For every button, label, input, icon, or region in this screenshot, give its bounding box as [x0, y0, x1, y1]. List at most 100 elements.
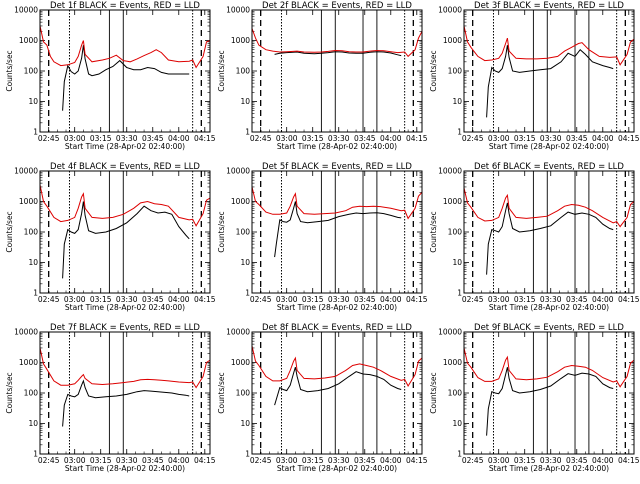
x-tick-label: 02:45 [250, 295, 272, 304]
y-axis-label: Counts/sec [5, 211, 14, 252]
y-tick-label: 1000 [443, 36, 462, 45]
detector-panel-6: Det 6f BLACK = Events, RED = LLD 1 10 100 10… [429, 162, 640, 312]
events-series-line [274, 51, 402, 57]
x-tick-label: 03:45 [566, 456, 588, 465]
events-series-line [486, 202, 614, 275]
x-axis-label: Start Time (28-Apr-02 02:40:00) [65, 464, 185, 473]
detector-panel-1: Det 1f BLACK = Events, RED = LLD 1 10 100 10… [5, 1, 216, 151]
panel-title: Det 6f BLACK = Events, RED = LLD [474, 162, 624, 172]
y-tick-label: 10 [28, 419, 38, 428]
y-tick-label: 1000 [231, 358, 250, 367]
y-axis-label: Counts/sec [217, 50, 226, 91]
plot-frame [251, 331, 423, 455]
x-tick-label: 03:30 [540, 134, 562, 143]
lld-series-line [40, 25, 210, 69]
lld-series-line [252, 345, 422, 388]
events-series-line [486, 45, 614, 118]
x-tick-label: 04:15 [618, 134, 640, 143]
y-tick-label: 10 [28, 258, 38, 267]
y-axis-label: Counts/sec [5, 372, 14, 413]
y-tick-label: 10000 [438, 167, 462, 176]
x-tick-label: 04:00 [592, 456, 614, 465]
x-tick-label: 03:45 [142, 134, 164, 143]
x-axis-label: Start Time (28-Apr-02 02:40:00) [489, 464, 609, 473]
y-tick-label: 100 [448, 389, 463, 398]
x-tick-label: 03:15 [90, 295, 112, 304]
lld-series-line [252, 28, 422, 58]
x-tick-label: 03:15 [302, 295, 324, 304]
plot-frame [463, 331, 635, 455]
x-tick-label: 03:00 [64, 295, 86, 304]
x-axis-label: Start Time (28-Apr-02 02:40:00) [277, 303, 397, 312]
y-tick-label: 1 [245, 450, 250, 459]
x-tick-label: 02:45 [462, 456, 484, 465]
panel-title: Det 5f BLACK = Events, RED = LLD [262, 162, 412, 172]
x-tick-label: 03:45 [566, 295, 588, 304]
x-tick-label: 03:45 [354, 295, 376, 304]
y-tick-label: 100 [24, 67, 39, 76]
y-axis-label: Counts/sec [429, 372, 438, 413]
x-tick-label: 04:00 [592, 134, 614, 143]
y-tick-label: 10000 [14, 167, 38, 176]
detector-panel-5: Det 5f BLACK = Events, RED = LLD 1 10 100 10… [217, 162, 428, 312]
x-tick-label: 04:15 [194, 295, 216, 304]
x-tick-label: 03:30 [116, 134, 138, 143]
y-tick-label: 1000 [443, 358, 462, 367]
x-tick-label: 02:45 [38, 295, 60, 304]
x-tick-label: 03:45 [142, 295, 164, 304]
detector-panel-8: Det 8f BLACK = Events, RED = LLD 1 10 100 10… [217, 323, 428, 473]
x-tick-label: 03:15 [302, 134, 324, 143]
y-tick-label: 1 [245, 128, 250, 137]
x-tick-label: 03:45 [354, 134, 376, 143]
events-series-line [62, 379, 190, 427]
y-tick-label: 10000 [14, 6, 38, 15]
panel-title: Det 9f BLACK = Events, RED = LLD [474, 323, 624, 333]
x-tick-label: 03:30 [116, 456, 138, 465]
plot-frame [251, 9, 423, 133]
x-tick-label: 03:00 [488, 456, 510, 465]
x-tick-label: 03:30 [540, 456, 562, 465]
x-tick-label: 04:00 [168, 456, 190, 465]
x-axis-label: Start Time (28-Apr-02 02:40:00) [277, 142, 397, 151]
y-tick-label: 1 [457, 289, 462, 298]
x-tick-label: 04:15 [406, 134, 428, 143]
x-tick-label: 02:45 [250, 456, 272, 465]
x-tick-label: 03:00 [488, 134, 510, 143]
y-tick-label: 1000 [19, 358, 38, 367]
panel-title: Det 3f BLACK = Events, RED = LLD [474, 1, 624, 11]
y-tick-label: 1 [33, 128, 38, 137]
x-axis-label: Start Time (28-Apr-02 02:40:00) [277, 464, 397, 473]
events-series-line [62, 201, 190, 279]
x-tick-label: 03:30 [540, 295, 562, 304]
detector-panel-2: Det 2f BLACK = Events, RED = LLD 1 10 100 10… [217, 1, 428, 151]
y-tick-label: 1000 [19, 36, 38, 45]
x-tick-label: 03:30 [328, 134, 350, 143]
y-tick-label: 10 [452, 419, 462, 428]
x-tick-label: 04:15 [194, 456, 216, 465]
y-tick-label: 10 [240, 419, 250, 428]
x-tick-label: 04:00 [592, 295, 614, 304]
events-series-line [486, 367, 614, 436]
y-axis-label: Counts/sec [5, 50, 14, 91]
y-tick-label: 100 [448, 228, 463, 237]
x-tick-label: 02:45 [38, 134, 60, 143]
y-tick-label: 100 [236, 67, 251, 76]
x-tick-label: 02:45 [462, 134, 484, 143]
panel-title: Det 4f BLACK = Events, RED = LLD [50, 162, 200, 172]
x-tick-label: 03:00 [276, 134, 298, 143]
y-axis-label: Counts/sec [429, 50, 438, 91]
y-tick-label: 1000 [231, 36, 250, 45]
y-tick-label: 10 [240, 97, 250, 106]
x-tick-label: 03:15 [514, 134, 536, 143]
events-series-line [62, 45, 190, 111]
y-tick-label: 1 [457, 128, 462, 137]
x-tick-label: 03:45 [354, 456, 376, 465]
x-axis-label: Start Time (28-Apr-02 02:40:00) [489, 303, 609, 312]
x-tick-label: 03:45 [566, 134, 588, 143]
y-tick-label: 100 [24, 389, 39, 398]
x-tick-label: 03:15 [90, 134, 112, 143]
y-tick-label: 1 [457, 450, 462, 459]
x-axis-label: Start Time (28-Apr-02 02:40:00) [489, 142, 609, 151]
y-tick-label: 100 [236, 389, 251, 398]
